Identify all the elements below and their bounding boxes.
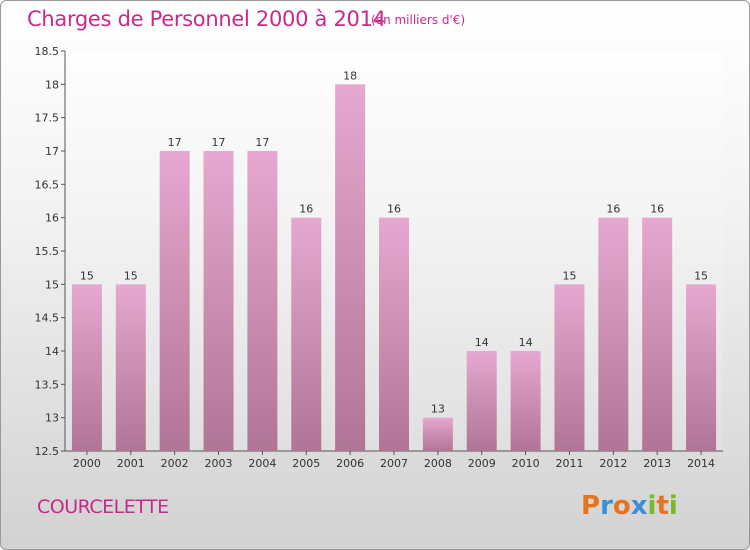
proxiti-logo: Proxiti — [581, 491, 678, 521]
data-label: 14 — [475, 336, 489, 349]
x-tick-label: 2012 — [599, 457, 627, 470]
data-label: 15 — [562, 269, 576, 282]
logo-letter: o — [612, 491, 631, 521]
y-tick-label: 15.5 — [35, 245, 60, 258]
chart-subtitle: (en milliers d'€) — [371, 13, 466, 27]
bar — [422, 417, 453, 451]
logo-letter: r — [600, 491, 613, 521]
bar — [510, 351, 541, 451]
data-label: 15 — [80, 269, 94, 282]
bar — [203, 151, 234, 451]
x-tick-label: 2014 — [687, 457, 715, 470]
x-tick-label: 2007 — [380, 457, 408, 470]
x-tick-label: 2001 — [117, 457, 145, 470]
data-label: 17 — [168, 136, 182, 149]
y-tick-label: 18 — [45, 78, 59, 91]
bar — [642, 217, 673, 451]
y-tick-label: 16.5 — [35, 178, 60, 191]
x-tick-label: 2000 — [73, 457, 101, 470]
bar — [554, 284, 585, 451]
commune-name: COURCELETTE — [37, 496, 169, 518]
bar — [686, 284, 717, 451]
bar — [598, 217, 629, 451]
data-label: 17 — [255, 136, 269, 149]
y-tick-label: 16 — [45, 212, 59, 225]
bar — [335, 84, 366, 451]
bar — [291, 217, 322, 451]
logo-letter: P — [581, 491, 601, 521]
data-label: 16 — [606, 203, 620, 216]
logo-letter: i — [647, 491, 657, 521]
bar — [71, 284, 102, 451]
bar — [466, 351, 497, 451]
bar — [115, 284, 146, 451]
bar — [379, 217, 409, 451]
x-tick-label: 2013 — [643, 457, 671, 470]
data-label: 16 — [387, 203, 401, 216]
logo-letter: i — [668, 491, 678, 521]
y-tick-label: 15 — [45, 278, 59, 291]
y-tick-label: 17 — [45, 145, 59, 158]
logo-letter: t — [656, 491, 669, 521]
x-tick-label: 2004 — [248, 457, 276, 470]
x-tick-label: 2008 — [424, 457, 452, 470]
x-tick-label: 2002 — [161, 457, 189, 470]
data-label: 17 — [212, 136, 226, 149]
x-tick-label: 2003 — [205, 457, 233, 470]
x-tick-label: 2005 — [292, 457, 320, 470]
x-tick-label: 2006 — [336, 457, 364, 470]
bar — [247, 151, 278, 451]
x-tick-label: 2011 — [555, 457, 583, 470]
data-label: 14 — [519, 336, 533, 349]
y-tick-label: 14 — [45, 345, 59, 358]
bar — [159, 151, 190, 451]
data-label: 15 — [694, 269, 708, 282]
y-tick-label: 12.5 — [35, 445, 60, 458]
x-tick-label: 2010 — [512, 457, 540, 470]
y-tick-label: 14.5 — [35, 312, 60, 325]
logo-letter: x — [630, 491, 648, 521]
x-tick-label: 2009 — [468, 457, 496, 470]
data-label: 13 — [431, 403, 445, 416]
data-label: 16 — [650, 203, 664, 216]
chart-title: Charges de Personnel 2000 à 2014 — [27, 7, 386, 31]
data-label: 18 — [343, 69, 357, 82]
y-tick-label: 18.5 — [35, 45, 60, 58]
data-label: 16 — [299, 203, 313, 216]
data-label: 15 — [124, 269, 138, 282]
y-tick-label: 17.5 — [35, 112, 60, 125]
y-tick-label: 13 — [45, 412, 59, 425]
y-tick-label: 13.5 — [35, 378, 60, 391]
